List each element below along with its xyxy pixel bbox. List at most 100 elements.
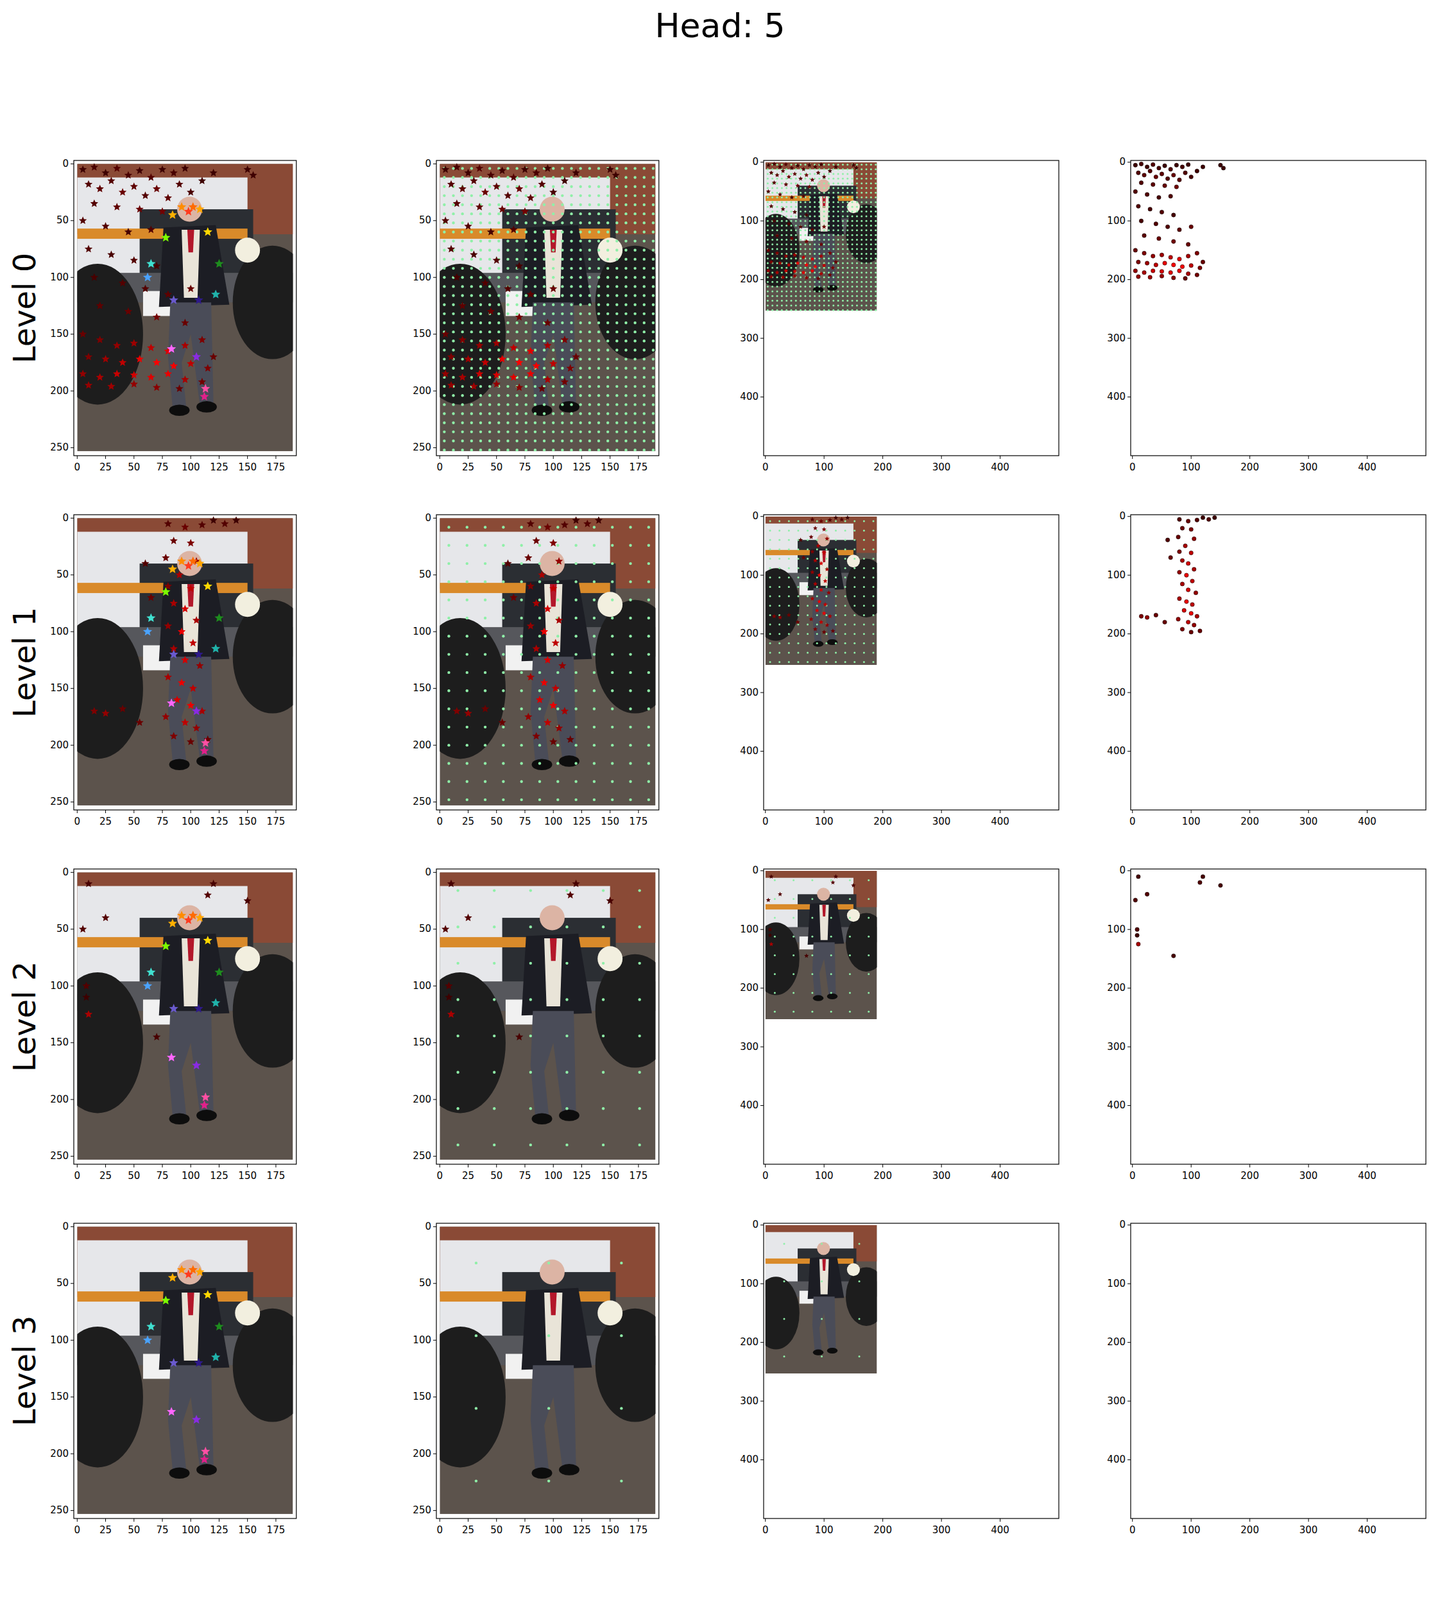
x-tick-label: 100 xyxy=(544,461,563,473)
sampling-point xyxy=(469,176,478,185)
reference-point xyxy=(524,266,528,270)
reference-point xyxy=(860,191,863,194)
reference-point xyxy=(551,203,555,206)
reference-point xyxy=(624,239,627,242)
reference-point xyxy=(865,168,868,171)
reference-point xyxy=(837,224,840,227)
reference-point xyxy=(795,281,798,283)
reference-point xyxy=(470,402,473,406)
reference-point xyxy=(776,168,779,171)
reference-point xyxy=(776,220,779,223)
reference-point xyxy=(776,243,779,246)
reference-point xyxy=(846,191,849,194)
reference-point xyxy=(771,214,774,217)
reference-point xyxy=(588,385,592,388)
reference-point xyxy=(497,293,500,297)
reference-point xyxy=(588,394,592,397)
reference-point xyxy=(841,262,844,265)
sampling-point xyxy=(809,268,815,273)
reference-point xyxy=(818,285,821,288)
sampling-point xyxy=(158,207,167,215)
y-tick xyxy=(1127,279,1131,280)
sampling-point xyxy=(766,189,771,194)
reference-point xyxy=(832,281,835,283)
reference-point xyxy=(569,430,573,434)
sampling-point xyxy=(521,207,529,215)
reference-point xyxy=(578,239,582,242)
reference-point xyxy=(642,439,646,443)
reference-point xyxy=(860,173,863,176)
reference-point xyxy=(506,239,509,242)
y-tick xyxy=(70,447,74,448)
y-tick xyxy=(760,161,764,163)
reference-point xyxy=(846,299,849,302)
reference-point xyxy=(827,285,830,288)
reference-point xyxy=(809,299,812,302)
sampling-point xyxy=(560,377,569,386)
sampling-point xyxy=(112,202,121,211)
x-tick-label: 100 xyxy=(1182,461,1201,473)
sampling-point xyxy=(818,253,824,258)
reference-point xyxy=(832,271,835,274)
reference-point xyxy=(615,321,618,325)
reference-point xyxy=(451,321,455,325)
reference-point xyxy=(846,309,849,312)
reference-point xyxy=(856,186,858,189)
sampling-point xyxy=(1159,274,1164,278)
reference-point xyxy=(766,229,769,232)
reference-point xyxy=(837,196,840,199)
reference-point xyxy=(856,275,858,278)
reference-point xyxy=(633,394,636,397)
reference-point xyxy=(851,168,854,171)
reference-point xyxy=(799,220,802,223)
reference-point xyxy=(569,275,573,279)
reference-point xyxy=(533,266,537,270)
reference-point xyxy=(633,175,636,179)
reference-point xyxy=(551,321,555,325)
reference-point xyxy=(856,304,858,307)
reference-point xyxy=(497,302,500,306)
reference-point xyxy=(642,411,646,415)
reference-point xyxy=(479,394,482,397)
reference-point xyxy=(479,257,482,261)
reference-point xyxy=(442,339,446,343)
reference-point xyxy=(615,203,618,206)
sampling-point xyxy=(526,347,535,355)
reference-point xyxy=(785,299,788,302)
reference-point xyxy=(642,166,646,170)
reference-point xyxy=(597,394,600,397)
reference-point xyxy=(785,238,788,241)
reference-point xyxy=(809,271,812,274)
reference-point xyxy=(771,168,774,171)
reference-point xyxy=(789,173,792,176)
reference-point xyxy=(542,230,546,233)
reference-point xyxy=(813,304,816,307)
reference-point xyxy=(451,430,455,434)
reference-point xyxy=(470,339,473,343)
reference-point xyxy=(813,200,816,203)
reference-point xyxy=(832,304,835,307)
y-tick xyxy=(70,333,74,335)
sampling-point xyxy=(84,180,93,189)
reference-point xyxy=(799,275,802,278)
reference-point xyxy=(642,367,646,370)
sampling-point xyxy=(532,168,541,177)
reference-point xyxy=(560,321,564,325)
reference-point xyxy=(588,293,592,297)
reference-point xyxy=(776,304,779,307)
reference-point xyxy=(569,175,573,179)
reference-point xyxy=(515,411,518,415)
reference-point xyxy=(846,163,849,166)
reference-point xyxy=(813,186,816,189)
reference-point xyxy=(865,173,868,176)
reference-point xyxy=(851,200,854,203)
reference-point xyxy=(642,212,646,215)
reference-point xyxy=(832,248,835,251)
sampling-point xyxy=(107,176,115,185)
reference-point xyxy=(860,257,863,260)
reference-point xyxy=(588,275,592,279)
reference-point xyxy=(837,182,840,185)
reference-point xyxy=(542,293,546,297)
reference-point xyxy=(818,290,821,292)
reference-point xyxy=(851,299,854,302)
